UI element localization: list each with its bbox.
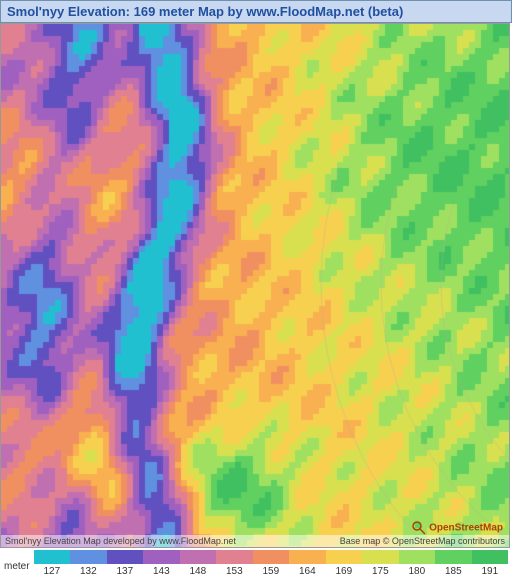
legend-item: 180 — [399, 550, 436, 582]
legend-swatch — [70, 550, 107, 564]
legend-item: 153 — [216, 550, 253, 582]
elevation-legend: meter 1271321371431481531591641691751801… — [0, 548, 512, 584]
legend-swatch — [435, 550, 472, 564]
legend-item: 169 — [326, 550, 363, 582]
legend-swatch — [399, 550, 436, 564]
legend-swatch — [326, 550, 363, 564]
legend-value: 185 — [445, 566, 462, 577]
legend-value: 137 — [116, 566, 133, 577]
legend-unit: meter — [4, 561, 30, 572]
legend-swatch — [472, 550, 509, 564]
elevation-map: OpenStreetMap Smol'nyy Elevation Map dev… — [0, 23, 510, 548]
legend-value: 191 — [481, 566, 498, 577]
legend-item: 148 — [180, 550, 217, 582]
legend-value: 180 — [408, 566, 425, 577]
legend-item: 127 — [34, 550, 71, 582]
legend-value: 153 — [226, 566, 243, 577]
legend-swatch — [34, 550, 71, 564]
legend-value: 127 — [43, 566, 60, 577]
legend-item: 164 — [289, 550, 326, 582]
legend-value: 132 — [80, 566, 97, 577]
legend-swatch — [180, 550, 217, 564]
legend-item: 132 — [70, 550, 107, 582]
legend-swatch — [107, 550, 144, 564]
map-title-bar: Smol'nyy Elevation: 169 meter Map by www… — [0, 0, 512, 23]
legend-swatch — [362, 550, 399, 564]
legend-swatch — [289, 550, 326, 564]
legend-value: 175 — [372, 566, 389, 577]
legend-value: 169 — [335, 566, 352, 577]
attribution-right: Base map © OpenStreetMap contributors — [340, 536, 505, 546]
legend-value: 148 — [189, 566, 206, 577]
osm-logo-text: OpenStreetMap — [429, 523, 503, 534]
legend-value: 143 — [153, 566, 170, 577]
map-title: Smol'nyy Elevation: 169 meter Map by www… — [7, 4, 403, 19]
legend-swatch — [216, 550, 253, 564]
magnifier-icon — [412, 521, 426, 535]
openstreetmap-logo: OpenStreetMap — [412, 521, 503, 535]
legend-item: 143 — [143, 550, 180, 582]
legend-item: 137 — [107, 550, 144, 582]
legend-value: 159 — [262, 566, 279, 577]
legend-swatch — [143, 550, 180, 564]
legend-swatch — [253, 550, 290, 564]
legend-item: 175 — [362, 550, 399, 582]
legend-item: 185 — [435, 550, 472, 582]
legend-item: 159 — [253, 550, 290, 582]
legend-value: 164 — [299, 566, 316, 577]
attribution-left: Smol'nyy Elevation Map developed by www.… — [5, 536, 236, 546]
legend-item: 191 — [472, 550, 509, 582]
legend-scale: 127 132 137 143 148 153 159 164 169 175 180 185 191 — [34, 550, 508, 582]
map-attribution: Smol'nyy Elevation Map developed by www.… — [1, 535, 509, 547]
elevation-heatmap-canvas — [1, 24, 510, 548]
